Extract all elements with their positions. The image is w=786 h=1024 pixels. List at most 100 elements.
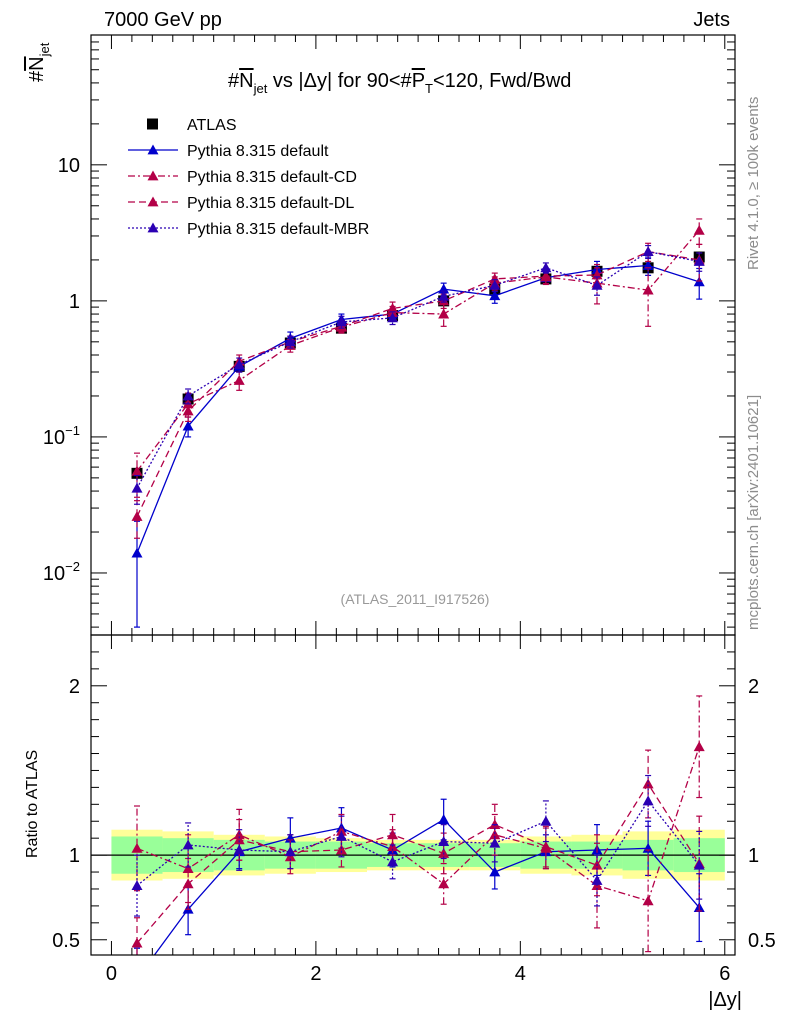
legend-entry: Pythia 8.315 default-DL — [128, 195, 354, 212]
series-marker — [489, 273, 501, 284]
x-tick-label: 4 — [515, 963, 526, 985]
ratio-y-tick-label-right: 1 — [748, 845, 759, 867]
ratio-frame — [90, 634, 736, 956]
legend: ATLAS Pythia 8.315 default Pythia 8.315 de… — [128, 117, 369, 238]
series-marker — [387, 302, 399, 313]
series-marker — [131, 547, 143, 558]
y-tick-label: 10 — [58, 155, 80, 177]
legend-entry: ATLAS — [147, 117, 237, 134]
main-title: #Njet vs |Δy| for 90<#PT<120, Fwd/Bwd — [228, 70, 571, 96]
series-marker — [131, 511, 143, 521]
ratio-series-pythia-8-315-default-mbr — [131, 774, 705, 917]
series-line — [136, 229, 700, 472]
series-marker — [489, 866, 501, 877]
series-marker — [387, 829, 399, 840]
ratio-xlabel: |Δy| — [708, 989, 742, 1011]
series-marker — [233, 834, 245, 845]
series-marker — [131, 937, 143, 948]
series-line — [136, 746, 700, 902]
legend-entry: Pythia 8.315 default-MBR — [128, 221, 369, 238]
legend-entry: Pythia 8.315 default — [128, 143, 329, 160]
series-marker — [693, 859, 705, 870]
series-marker — [438, 836, 450, 846]
legend-label: Pythia 8.315 default-CD — [187, 169, 357, 186]
series-marker — [335, 316, 347, 327]
x-tick-label: 6 — [719, 963, 730, 985]
data-series — [131, 218, 705, 955]
series-line — [136, 250, 700, 489]
series-marker — [387, 856, 399, 867]
series-marker — [540, 815, 552, 826]
ratio-y-tick-label: 1 — [69, 845, 80, 867]
legend-entry: Pythia 8.315 default-CD — [128, 169, 357, 186]
series-marker — [540, 270, 552, 281]
legend-label: Pythia 8.315 default-MBR — [187, 221, 369, 238]
series-marker — [233, 374, 245, 385]
ratio-y-tick-label: 0.5 — [52, 930, 80, 952]
y-tick-label: 10−1 — [43, 423, 80, 449]
analysis-annotation: (ATLAS_2011_I917526) — [341, 591, 490, 607]
series-line — [136, 250, 700, 517]
series-marker — [131, 842, 143, 853]
ratio-y-tick-label: 2 — [69, 676, 80, 698]
series-line — [153, 818, 700, 955]
series-marker — [131, 482, 143, 493]
main-series-pythia-8-315-default — [131, 256, 705, 628]
legend-marker — [147, 222, 159, 233]
main-series-pythia-8-315-default-mbr — [131, 244, 705, 505]
series-marker — [591, 279, 603, 290]
series-marker — [438, 308, 450, 319]
series-marker — [131, 465, 143, 476]
y-tick-label: 10−2 — [43, 559, 80, 585]
series-marker — [693, 741, 705, 752]
legend-marker — [147, 170, 159, 181]
main-ylabel: #Njet — [26, 42, 52, 82]
x-tick-label: 2 — [310, 963, 321, 985]
series-marker — [182, 420, 194, 431]
ratio-y-tick-label-right: 0.5 — [748, 930, 776, 952]
header-right-label: Jets — [693, 9, 730, 31]
series-marker — [335, 830, 347, 841]
legend-label: Pythia 8.315 default-DL — [187, 195, 354, 212]
series-marker — [489, 829, 501, 840]
series-marker — [335, 844, 347, 855]
series-marker — [642, 778, 654, 789]
series-marker — [642, 895, 654, 906]
series-marker — [438, 290, 450, 301]
series-marker — [131, 880, 143, 890]
series-marker — [182, 390, 194, 401]
ratio-ylabel: Ratio to ATLAS — [24, 750, 41, 858]
series-marker — [182, 839, 194, 850]
header-left-label: 7000 GeV pp — [104, 9, 222, 31]
series-marker — [642, 246, 654, 257]
legend-marker — [147, 196, 159, 207]
series-line — [136, 264, 700, 554]
series-marker — [642, 795, 654, 806]
ratio-y-tick-label-right: 2 — [748, 676, 759, 698]
series-marker — [642, 284, 654, 295]
series-marker — [182, 863, 194, 874]
series-line — [136, 782, 700, 944]
series-marker — [693, 255, 705, 266]
series-marker — [387, 312, 399, 323]
series-marker — [284, 846, 296, 857]
ratio-series-pythia-8-315-default-dl — [131, 749, 705, 955]
ratio-series-pythia-8-315-default — [134, 798, 705, 955]
series-marker — [182, 405, 194, 416]
legend-label: ATLAS — [187, 117, 237, 134]
axis-labels: #Njet vs |Δy| for 90<#PT<120, Fwd/Bwd #N… — [24, 42, 742, 1011]
series-line — [136, 799, 700, 887]
series-marker — [438, 814, 450, 824]
series-marker — [489, 837, 501, 848]
main-series-pythia-8-315-default-cd — [131, 218, 705, 498]
legend-label: Pythia 8.315 default — [187, 143, 329, 160]
series-marker — [540, 262, 552, 273]
legend-marker — [147, 144, 159, 155]
series-marker — [233, 359, 245, 370]
series-marker — [489, 290, 501, 301]
series-marker — [489, 279, 501, 290]
series-marker — [284, 336, 296, 347]
series-marker — [233, 844, 245, 855]
y-tick-label: 1 — [69, 291, 80, 313]
